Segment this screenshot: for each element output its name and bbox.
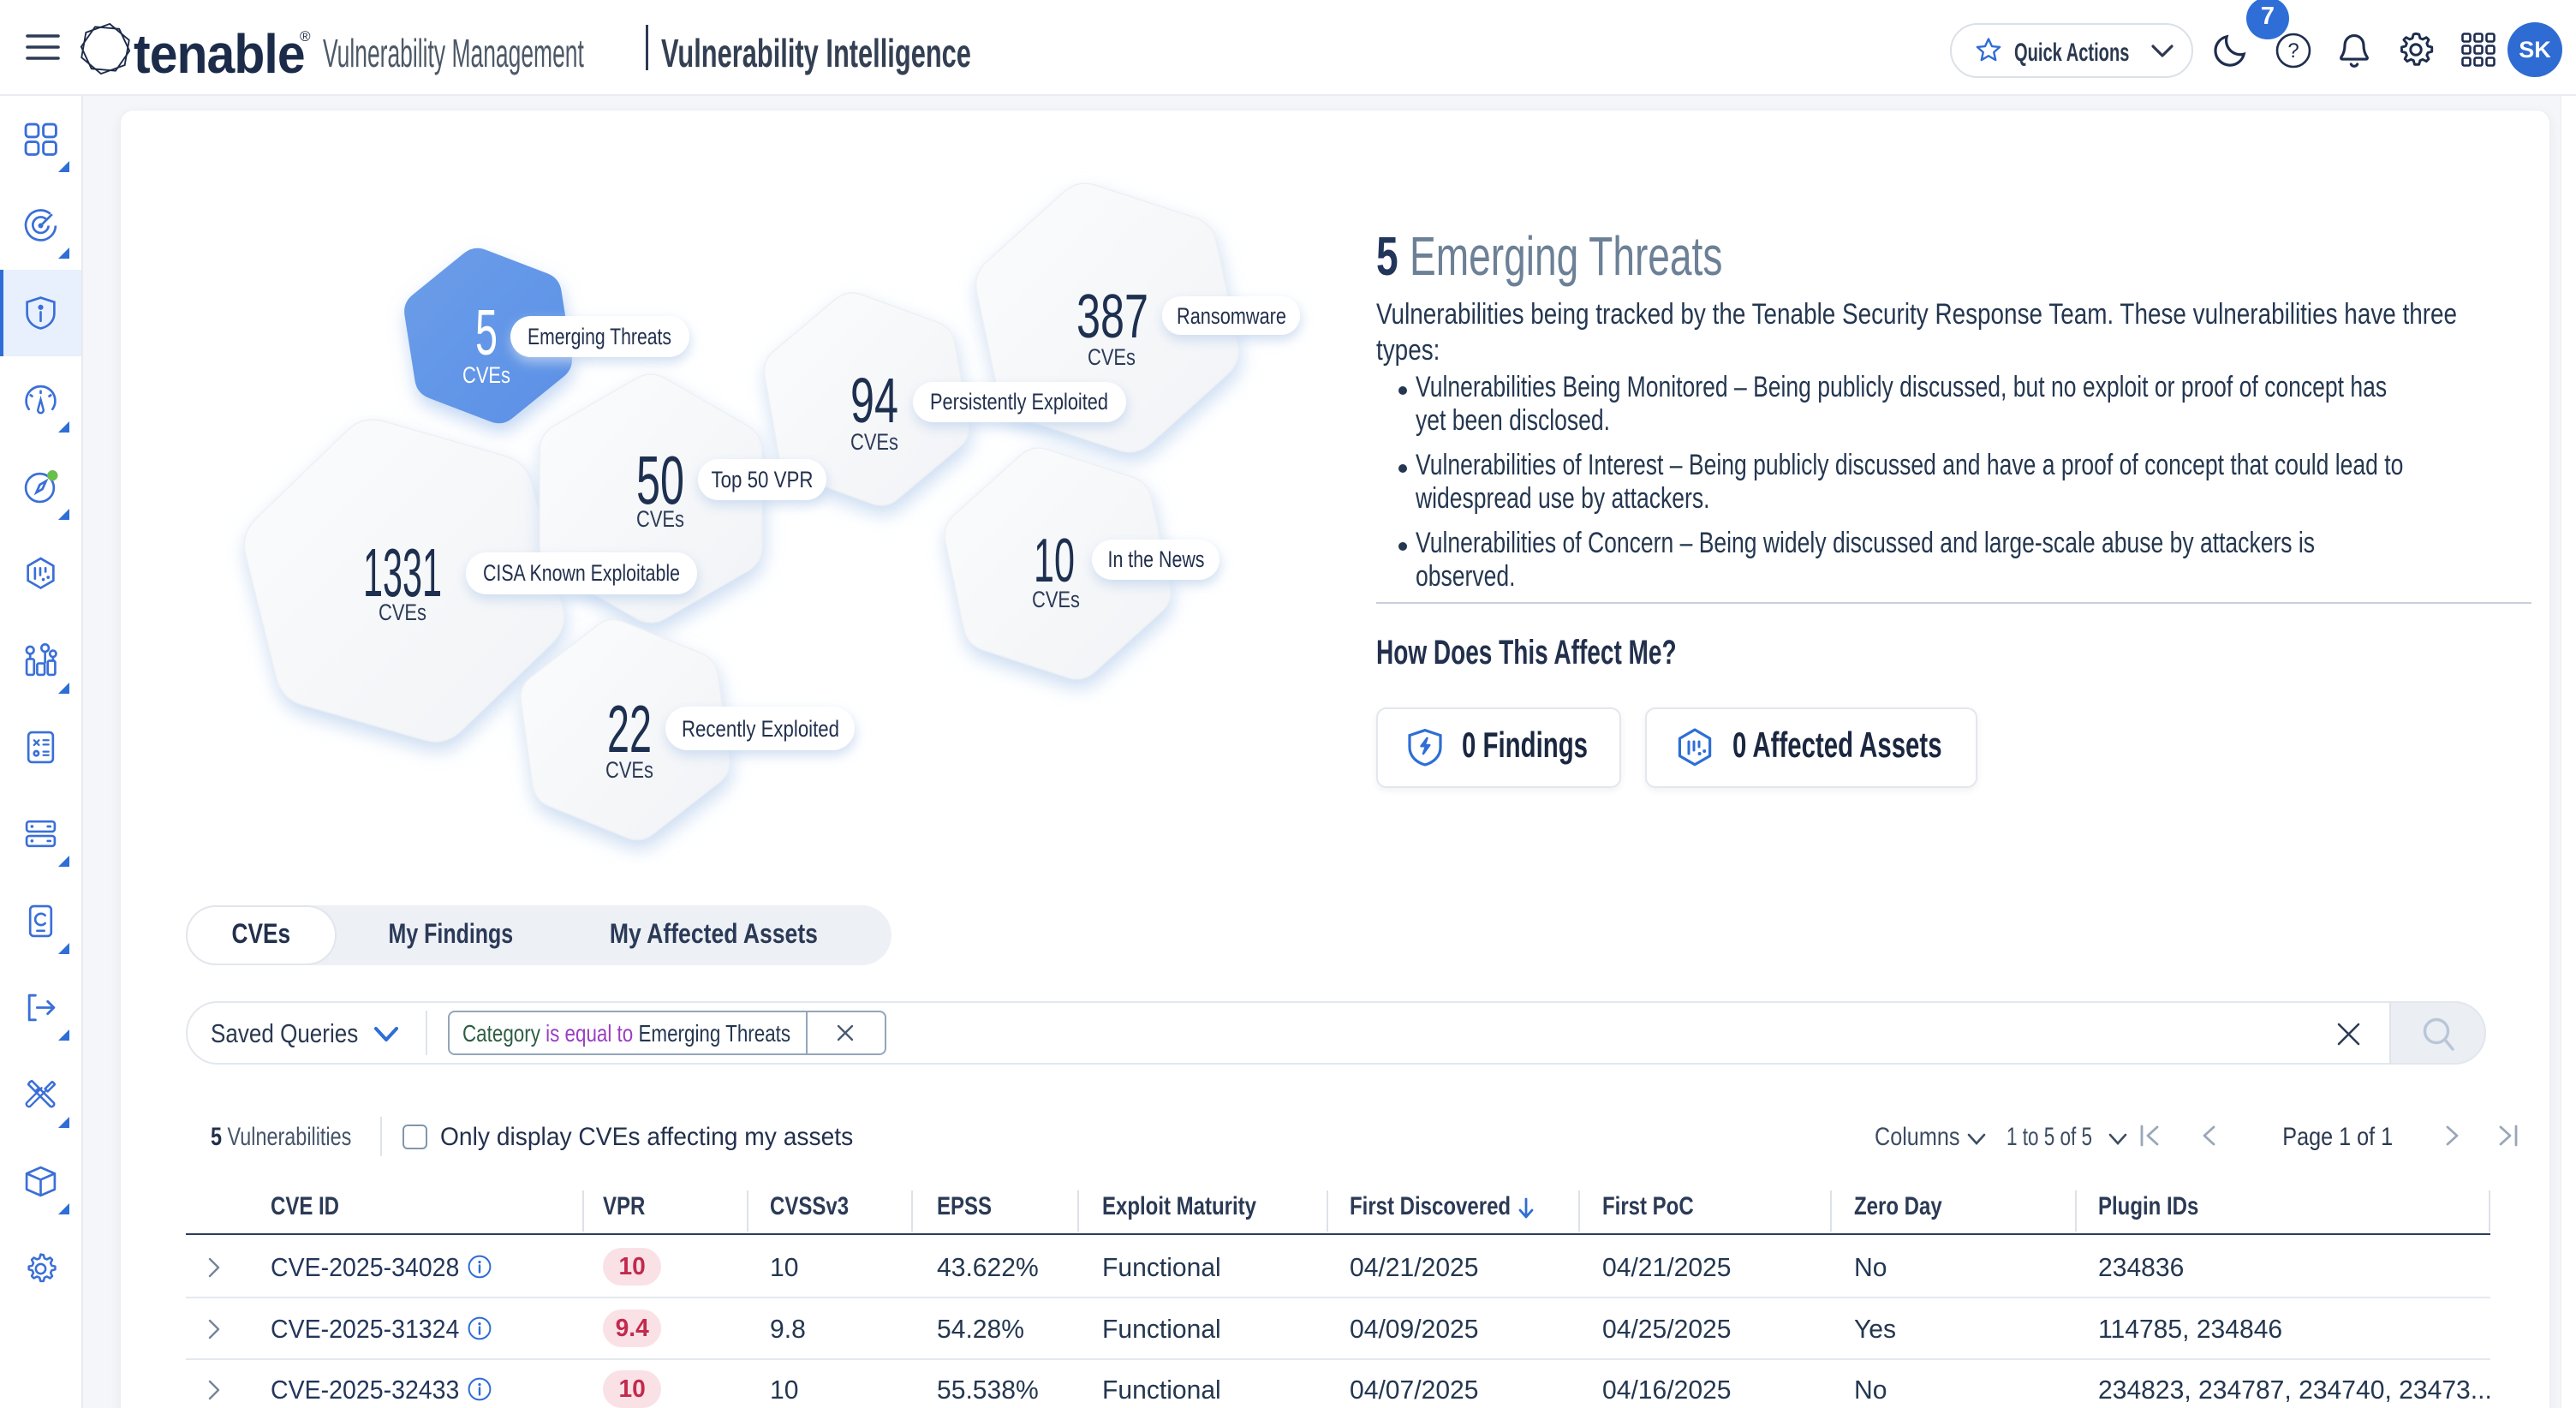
svg-text:In the News: In the News: [1108, 546, 1205, 572]
svg-text:Ransomware: Ransomware: [1177, 303, 1286, 329]
svg-text:CVEs: CVEs: [379, 600, 426, 625]
svg-text:1331: 1331: [363, 534, 442, 611]
svg-text:CVEs: CVEs: [1088, 344, 1136, 370]
svg-text:CVEs: CVEs: [1032, 587, 1080, 612]
svg-text:50: 50: [636, 442, 684, 518]
svg-text:CISA Known Exploitable: CISA Known Exploitable: [483, 560, 680, 586]
svg-text:Emerging Threats: Emerging Threats: [528, 324, 671, 349]
svg-text:22: 22: [607, 691, 652, 767]
svg-text:Persistently Exploited: Persistently Exploited: [930, 389, 1108, 415]
svg-text:CVEs: CVEs: [636, 506, 684, 532]
svg-text:?: ?: [2287, 39, 2299, 63]
svg-text:387: 387: [1076, 283, 1148, 351]
svg-text:5: 5: [475, 296, 498, 368]
svg-text:CVEs: CVEs: [462, 362, 510, 388]
svg-text:CVEs: CVEs: [605, 757, 653, 783]
svg-text:94: 94: [850, 365, 898, 436]
svg-text:Recently Exploited: Recently Exploited: [682, 716, 839, 742]
svg-text:10: 10: [1034, 527, 1075, 595]
svg-text:CVEs: CVEs: [850, 429, 898, 455]
svg-text:Top 50 VPR: Top 50 VPR: [712, 467, 814, 492]
